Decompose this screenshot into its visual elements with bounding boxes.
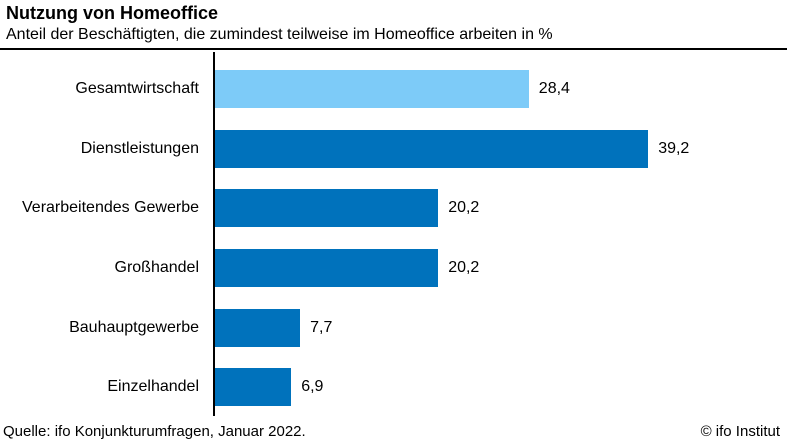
- bar: [215, 248, 439, 287]
- source-note: Quelle: ifo Konjunkturumfragen, Januar 2…: [3, 423, 306, 440]
- value-label: 20,2: [448, 258, 480, 276]
- category-label: Großhandel: [114, 258, 200, 276]
- chart-footer: Quelle: ifo Konjunkturumfragen, Januar 2…: [0, 423, 787, 440]
- bar-track: 6,9: [215, 357, 323, 417]
- bar-track: 7,7: [215, 298, 332, 358]
- bar-row: Dienstleistungen 39,2: [0, 119, 787, 179]
- bar-row: Verarbeitendes Gewerbe 20,2: [0, 178, 787, 238]
- bar-track: 39,2: [215, 119, 689, 179]
- bar-row: Einzelhandel 6,9: [0, 357, 787, 417]
- bar: [215, 69, 529, 108]
- category-label: Gesamtwirtschaft: [75, 79, 199, 97]
- category-label: Bauhauptgewerbe: [69, 318, 199, 336]
- bar: [215, 129, 649, 168]
- bar-row: Gesamtwirtschaft 28,4: [0, 59, 787, 119]
- category-label: Verarbeitendes Gewerbe: [22, 199, 199, 217]
- bar-track: 20,2: [215, 238, 479, 298]
- bar-track: 28,4: [215, 59, 570, 119]
- bar-chart: Gesamtwirtschaft 28,4 Dienstleistungen 3…: [0, 52, 787, 417]
- category-label: Dienstleistungen: [80, 139, 199, 157]
- bar-row: Bauhauptgewerbe 7,7: [0, 298, 787, 358]
- chart-title: Nutzung von Homeoffice: [6, 3, 218, 23]
- value-label: 7,7: [310, 318, 333, 336]
- bar: [215, 368, 292, 407]
- value-label: 39,2: [658, 139, 690, 157]
- header-divider: [0, 48, 787, 50]
- value-label: 28,4: [538, 79, 570, 97]
- bar-rows: Gesamtwirtschaft 28,4 Dienstleistungen 3…: [0, 59, 787, 417]
- bar-row: Großhandel 20,2: [0, 238, 787, 298]
- value-label: 6,9: [301, 378, 324, 396]
- copyright-note: © ifo Institut: [700, 423, 780, 440]
- value-label: 20,2: [448, 199, 480, 217]
- bar-track: 20,2: [215, 178, 479, 238]
- chart-subtitle: Anteil der Beschäftigten, die zumindest …: [6, 26, 553, 43]
- bar: [215, 189, 439, 228]
- y-axis-line: [213, 52, 215, 416]
- bar: [215, 308, 301, 347]
- category-label: Einzelhandel: [107, 378, 199, 396]
